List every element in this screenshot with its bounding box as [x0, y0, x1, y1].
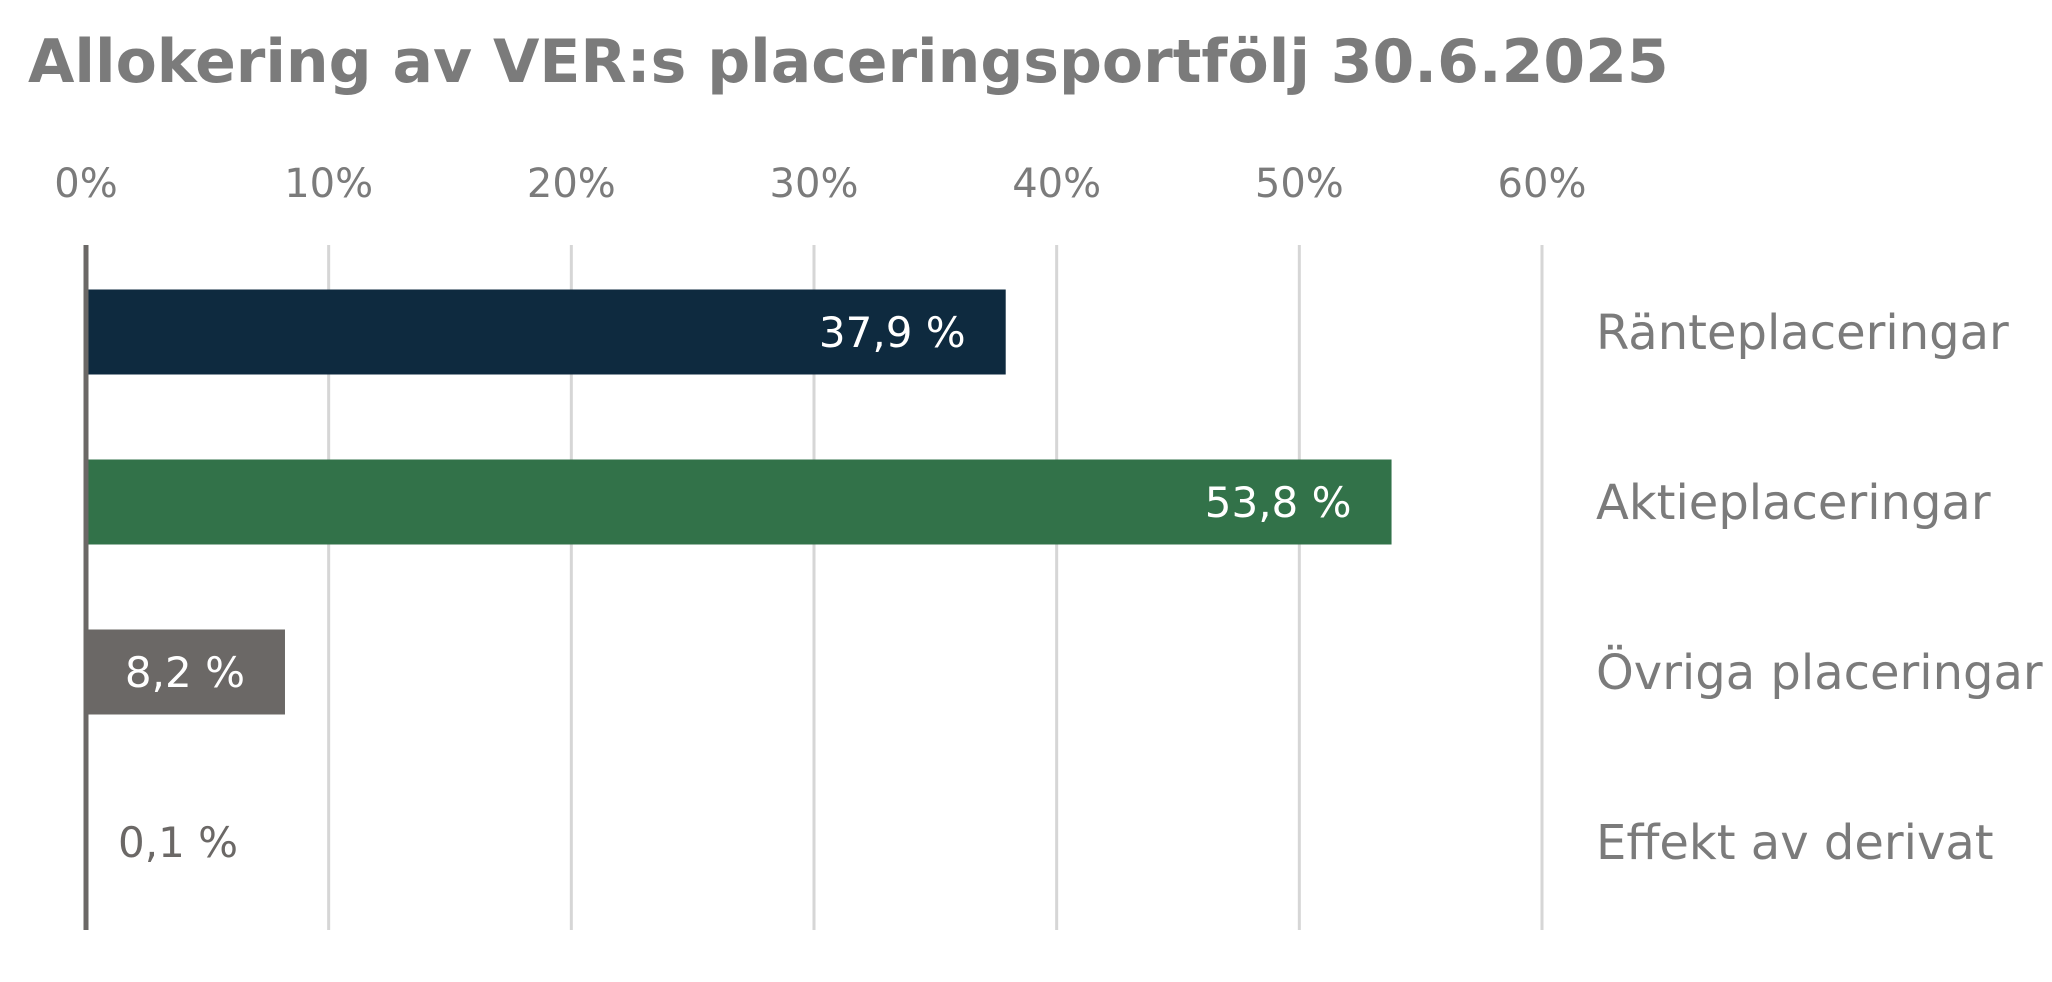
bar-data-label: 0,1 %: [118, 818, 238, 867]
x-axis-ticks: 0% 10% 20% 30% 40% 50% 60%: [54, 161, 1586, 207]
x-tick-label: 30%: [770, 161, 859, 207]
bar: [86, 289, 1006, 375]
category-label: Aktieplaceringar: [1596, 475, 1991, 531]
bar-data-label: 37,9 %: [819, 308, 966, 357]
category-label: Ränteplaceringar: [1596, 305, 2009, 361]
x-tick-label: 20%: [527, 161, 616, 207]
x-tick-label: 40%: [1012, 161, 1101, 207]
x-tick-label: 60%: [1498, 161, 1587, 207]
x-tick-label: 0%: [54, 161, 117, 207]
bar-data-label: 53,8 %: [1205, 478, 1352, 527]
bar: [86, 459, 1392, 545]
bars: 37,9 % 53,8 % 8,2 % 0,1 %: [86, 289, 1392, 885]
chart-title: Allokering av VER:s placeringsportfölj 3…: [28, 27, 1669, 97]
category-labels: Ränteplaceringar Aktieplaceringar Övriga p…: [1596, 305, 2043, 871]
bar: [86, 629, 285, 715]
category-label: Effekt av derivat: [1596, 815, 1994, 871]
x-tick-label: 50%: [1255, 161, 1344, 207]
bar-data-label: 8,2 %: [125, 648, 245, 697]
x-tick-label: 10%: [284, 161, 373, 207]
category-label: Övriga placeringar: [1596, 645, 2043, 701]
